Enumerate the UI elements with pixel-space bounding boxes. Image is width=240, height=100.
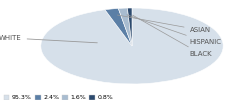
Text: BLACK: BLACK: [132, 15, 212, 57]
Wedge shape: [118, 8, 132, 46]
Wedge shape: [105, 8, 132, 46]
Text: HISPANIC: HISPANIC: [127, 15, 222, 45]
Legend: 95.3%, 2.4%, 1.6%, 0.8%: 95.3%, 2.4%, 1.6%, 0.8%: [3, 94, 114, 100]
Text: WHITE: WHITE: [0, 35, 97, 43]
Wedge shape: [127, 8, 132, 46]
Wedge shape: [41, 8, 223, 84]
Text: ASIAN: ASIAN: [117, 15, 211, 33]
